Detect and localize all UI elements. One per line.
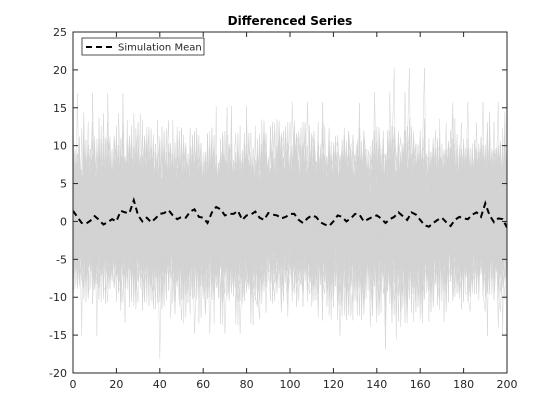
y-tick-label: -20 bbox=[49, 367, 67, 380]
y-axis: -20 -15 -10 -5 0 5 10 15 20 25 bbox=[49, 26, 507, 380]
x-tick-label: 120 bbox=[323, 378, 344, 391]
x-tick-label: 60 bbox=[196, 378, 210, 391]
simulation-path bbox=[73, 92, 507, 322]
y-tick-label: -5 bbox=[56, 253, 67, 266]
chart-title: Differenced Series bbox=[228, 14, 353, 28]
legend: Simulation Mean bbox=[81, 37, 205, 56]
y-tick-label: 5 bbox=[60, 178, 67, 191]
legend-box bbox=[81, 37, 205, 56]
legend-label-simulation-mean: Simulation Mean bbox=[118, 43, 202, 54]
x-tick-label: 180 bbox=[453, 378, 474, 391]
simulation-paths bbox=[73, 67, 507, 359]
simulation-mean-series bbox=[73, 196, 507, 228]
y-tick-label: 10 bbox=[53, 140, 67, 153]
y-tick-label: 0 bbox=[60, 215, 67, 228]
y-tick-label: 20 bbox=[53, 64, 67, 77]
x-tick-label: 100 bbox=[280, 378, 301, 391]
y-tick-label: -15 bbox=[49, 329, 67, 342]
x-axis: 0 20 40 60 80 100 120 140 160 180 200 bbox=[70, 32, 518, 391]
x-tick-label: 20 bbox=[109, 378, 123, 391]
x-tick-label: 160 bbox=[410, 378, 431, 391]
x-tick-label: 40 bbox=[153, 378, 167, 391]
y-tick-label: 25 bbox=[53, 26, 67, 39]
simulation-mean-line bbox=[73, 196, 507, 228]
y-tick-label: -10 bbox=[49, 291, 67, 304]
x-tick-label: 80 bbox=[240, 378, 254, 391]
simulation-path bbox=[73, 139, 507, 334]
simulation-path bbox=[73, 127, 507, 327]
y-tick-label: 15 bbox=[53, 102, 67, 115]
simulation-path bbox=[73, 121, 507, 336]
x-tick-label: 200 bbox=[497, 378, 518, 391]
simulation-path bbox=[73, 122, 507, 304]
x-tick-label: 140 bbox=[366, 378, 387, 391]
x-tick-label: 0 bbox=[70, 378, 77, 391]
